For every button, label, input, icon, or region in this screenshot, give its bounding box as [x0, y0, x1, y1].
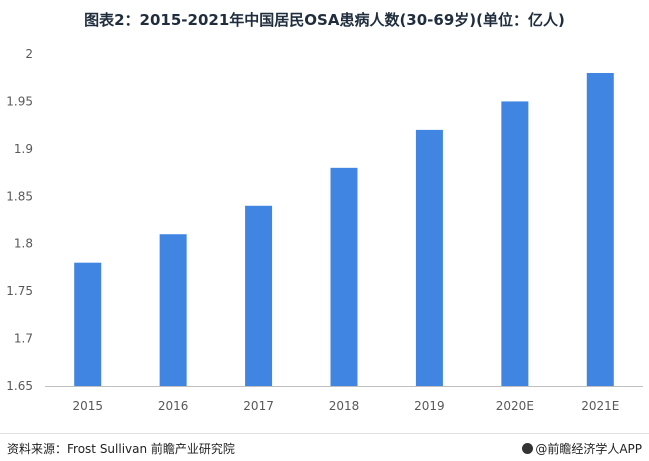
y-tick-label: 1.95 — [6, 94, 33, 108]
brand-text: @前瞻经济学人APP — [535, 442, 642, 456]
bar-2021e — [586, 72, 614, 386]
brand-credit: @前瞻经济学人APP — [522, 440, 642, 457]
bar-2017 — [245, 205, 273, 386]
y-tick-label: 1.9 — [14, 142, 33, 156]
bar-2019 — [415, 129, 443, 386]
bar-2015 — [74, 262, 102, 386]
y-tick-label: 1.85 — [6, 189, 33, 203]
bar-series — [74, 72, 614, 386]
x-tick-label: 2015 — [72, 399, 103, 413]
source-note: 资料来源：Frost Sullivan 前瞻产业研究院 — [7, 442, 235, 456]
y-tick-label: 1.65 — [6, 379, 33, 393]
y-tick-label: 2 — [25, 47, 33, 61]
chart-title: 图表2：2015-2021年中国居民OSA患病人数(30-69岁)(单位：亿人) — [84, 11, 565, 29]
brand-logo-icon — [522, 443, 534, 454]
x-tick-label: 2017 — [243, 399, 274, 413]
x-tick-label: 2018 — [329, 399, 360, 413]
y-tick-label: 1.75 — [6, 284, 33, 298]
x-tick-label: 2021E — [581, 399, 619, 413]
bar-2020e — [501, 101, 529, 386]
bar-2018 — [330, 167, 358, 386]
x-tick-label: 2016 — [158, 399, 189, 413]
y-tick-label: 1.7 — [14, 332, 33, 346]
x-axis-ticks: 2015 2016 2017 2018 2019 2020E 2021E — [72, 399, 619, 413]
bar-2016 — [159, 234, 187, 386]
bar-chart: 1.651.71.751.81.851.91.952 2015 2016 2017 2… — [6, 47, 643, 413]
y-tick-label: 1.8 — [14, 237, 33, 251]
y-axis-ticks: 1.65 1.7 1.75 1.8 1.85 1.9 1.95 2 — [6, 47, 33, 393]
footer: 资料来源：Frost Sullivan 前瞻产业研究院 @前瞻经济学人APP — [0, 433, 649, 461]
x-tick-label: 2020E — [496, 399, 534, 413]
x-tick-label: 2019 — [414, 399, 445, 413]
